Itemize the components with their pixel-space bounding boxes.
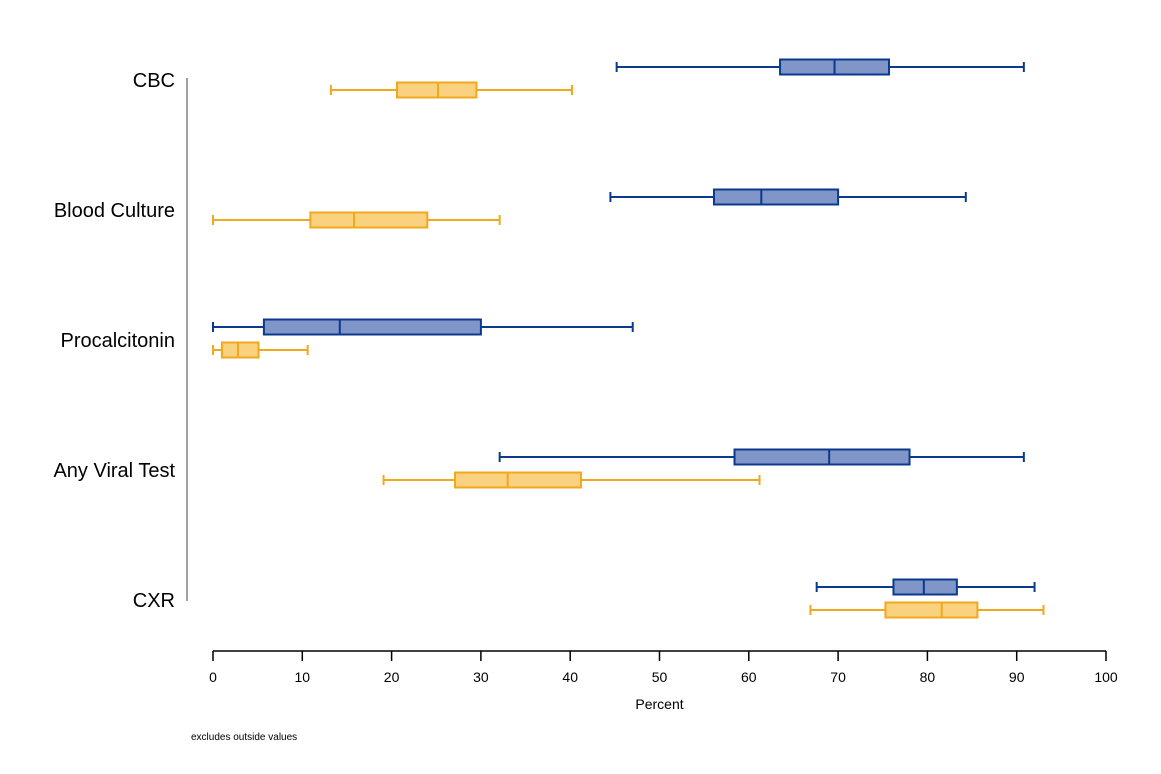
- box-cbc: [329, 81, 573, 99]
- iqr-box: [884, 601, 979, 619]
- x-axis: 0 10 20 30 40 50 60 70 80 90 100: [209, 650, 1118, 685]
- category-label: CBC: [133, 70, 175, 92]
- category-label: CXR: [133, 590, 175, 612]
- iqr-box: [220, 341, 260, 359]
- box-any-viral-test: [382, 471, 761, 489]
- box-blood-culture: [212, 211, 501, 229]
- box-cxr: [809, 601, 1045, 619]
- iqr-box: [733, 448, 911, 466]
- x-tick-label: 60: [741, 669, 757, 685]
- x-tick-label: 80: [920, 669, 936, 685]
- x-axis-title: Percent: [635, 696, 683, 712]
- x-tick-label: 40: [562, 669, 578, 685]
- category-label: Procalcitonin: [60, 330, 175, 352]
- box-series: [212, 58, 1045, 619]
- iqr-box: [309, 211, 429, 229]
- box-procalcitonin: [212, 318, 634, 336]
- x-tick-label: 0: [209, 669, 217, 685]
- series-group: [212, 58, 1036, 596]
- x-tick-label: 90: [1009, 669, 1025, 685]
- box-cbc: [615, 58, 1025, 76]
- x-tick-label: 30: [473, 669, 489, 685]
- iqr-box: [712, 188, 840, 206]
- iqr-box: [262, 318, 482, 336]
- x-tick-label: 70: [830, 669, 846, 685]
- iqr-box: [454, 471, 582, 489]
- iqr-box: [395, 81, 478, 99]
- x-tick-label: 10: [295, 669, 311, 685]
- box-procalcitonin: [212, 341, 309, 359]
- category-label: Any Viral Test: [53, 460, 175, 482]
- box-any-viral-test: [498, 448, 1025, 466]
- category-labels: CBC Blood Culture Procalcitonin Any Viral T…: [53, 70, 175, 612]
- box-cxr: [815, 578, 1036, 596]
- x-tick-label: 100: [1094, 669, 1118, 685]
- x-tick-label: 50: [652, 669, 668, 685]
- iqr-box: [892, 578, 958, 596]
- series-group: [212, 81, 1045, 619]
- footnote: excludes outside values: [191, 732, 297, 743]
- box-blood-culture: [609, 188, 967, 206]
- category-label: Blood Culture: [54, 200, 175, 222]
- x-tick-label: 20: [384, 669, 400, 685]
